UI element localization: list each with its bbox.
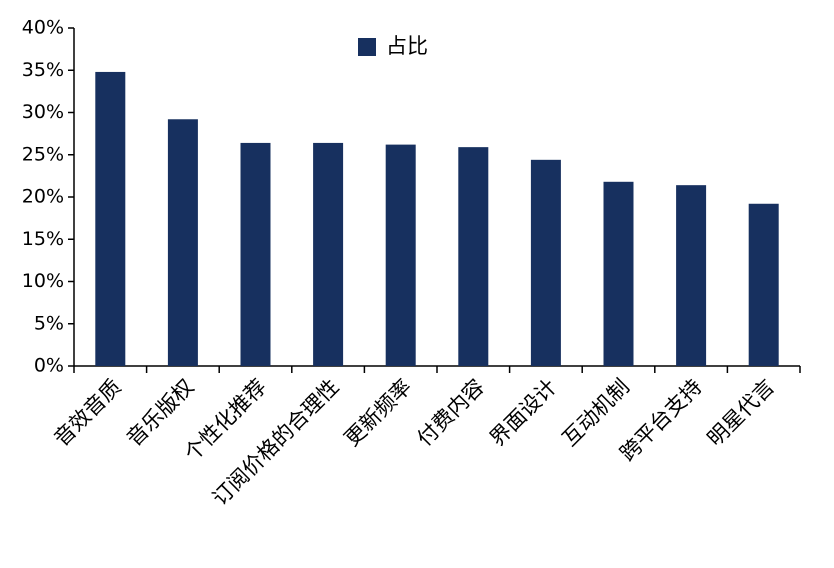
- y-tick-label: 10%: [22, 270, 64, 292]
- x-tick-label: 更新频率: [340, 375, 416, 451]
- x-tick-label: 互动机制: [558, 375, 634, 451]
- y-tick-label: 30%: [22, 101, 64, 123]
- legend-swatch: [358, 38, 376, 56]
- bar: [603, 181, 634, 366]
- y-tick-label: 15%: [22, 228, 64, 250]
- bar: [458, 147, 489, 366]
- y-tick-label: 5%: [34, 312, 64, 334]
- bar: [530, 159, 561, 366]
- y-tick-label: 25%: [22, 143, 64, 165]
- x-tick-label: 订阅价格的合理性: [208, 375, 344, 511]
- legend-label: 占比: [386, 34, 428, 58]
- bar: [676, 185, 707, 366]
- bar: [385, 144, 416, 366]
- x-tick-label: 音乐版权: [122, 375, 198, 451]
- bar: [313, 142, 344, 366]
- y-tick-label: 35%: [22, 59, 64, 81]
- x-tick-label: 明星代言: [703, 375, 779, 451]
- y-tick-label: 20%: [22, 186, 64, 208]
- x-tick-label: 音效音质: [49, 375, 125, 451]
- y-tick-label: 40%: [22, 17, 64, 39]
- y-tick-label: 0%: [34, 355, 64, 377]
- x-tick-label: 付费内容: [412, 375, 488, 451]
- bar: [167, 119, 198, 366]
- bar: [240, 142, 271, 366]
- bar: [748, 203, 779, 366]
- x-tick-label: 界面设计: [485, 375, 561, 451]
- bar: [95, 71, 126, 366]
